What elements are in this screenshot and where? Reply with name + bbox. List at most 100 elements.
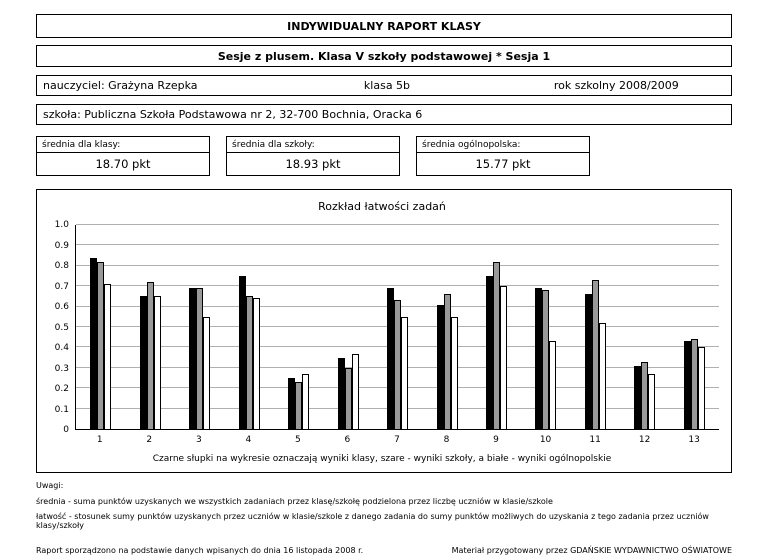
chart-container: Rozkład łatwości zadań 1.0 0.9 0.8 0.7 0.6 0.… bbox=[36, 189, 732, 473]
chart-plot bbox=[75, 224, 719, 430]
bar-group-8 bbox=[422, 225, 471, 429]
note-difficulty-definition: łatwość - stosunek sumy punktów uzyskany… bbox=[36, 512, 709, 530]
bar-group-6 bbox=[323, 225, 372, 429]
y-tick-label: 0.7 bbox=[54, 281, 69, 292]
x-tick-label: 5 bbox=[295, 435, 301, 445]
chart-legend-caption: Czarne słupki na wykresie oznaczają wyni… bbox=[152, 454, 612, 464]
bar-group-2 bbox=[125, 225, 174, 429]
y-tick-label: 0.4 bbox=[54, 343, 69, 353]
bar-klasa-2 bbox=[139, 296, 147, 429]
bar-szkola-10 bbox=[542, 290, 550, 429]
bar-szkola-8 bbox=[443, 294, 451, 429]
bar-szkola-3 bbox=[196, 288, 204, 429]
bar-group-7 bbox=[373, 225, 422, 429]
y-tick-label: 0.3 bbox=[54, 363, 69, 374]
bar-klasa-8 bbox=[436, 304, 444, 429]
bar-szkola-13 bbox=[690, 339, 698, 429]
average-class-label: średnia dla klasy: bbox=[36, 136, 210, 153]
bar-klasa-13 bbox=[683, 341, 691, 429]
class-label: klasa 5b bbox=[363, 79, 411, 92]
bar-ogolnopolskie-1 bbox=[104, 284, 112, 429]
report-title: INDYWIDUALNY RAPORT KLASY bbox=[36, 14, 732, 38]
y-tick-label: 0.6 bbox=[54, 302, 69, 312]
y-axis: 1.0 0.9 0.8 0.7 0.6 0.5 0.4 0.3 0.2 0.1 0 bbox=[45, 220, 75, 435]
average-national-label: średnia ogólnopolska: bbox=[416, 136, 590, 153]
bar-szkola-4 bbox=[245, 296, 253, 429]
bar-group-9 bbox=[472, 225, 521, 429]
average-school-value: 18.93 pkt bbox=[226, 152, 400, 176]
x-tick-label: 13 bbox=[688, 435, 700, 445]
average-school: średnia dla szkoły: 18.93 pkt bbox=[226, 136, 400, 176]
x-tick-label: 9 bbox=[493, 435, 499, 445]
bar-szkola-12 bbox=[641, 361, 649, 429]
bar-group-10 bbox=[521, 225, 570, 429]
bar-klasa-10 bbox=[535, 288, 543, 429]
bar-group-4 bbox=[224, 225, 273, 429]
bar-ogolnopolskie-3 bbox=[203, 316, 211, 429]
y-tick-label: 0.2 bbox=[54, 384, 69, 394]
x-tick-label: 3 bbox=[195, 435, 202, 445]
y-tick-label: 0.1 bbox=[54, 404, 69, 415]
bar-ogolnopolskie-11 bbox=[598, 322, 606, 429]
x-tick-label: 10 bbox=[539, 435, 552, 445]
bar-szkola-5 bbox=[295, 382, 303, 429]
bar-ogolnopolskie-7 bbox=[401, 316, 409, 429]
bar-ogolnopolskie-12 bbox=[648, 373, 656, 429]
gridline bbox=[76, 224, 719, 225]
chart-body: 1.0 0.9 0.8 0.7 0.6 0.5 0.4 0.3 0.2 0.1 0 bbox=[45, 220, 719, 435]
bar-ogolnopolskie-5 bbox=[302, 373, 310, 429]
gridline bbox=[76, 285, 719, 287]
bar-klasa-7 bbox=[387, 288, 395, 429]
x-tick-label: 11 bbox=[589, 435, 601, 445]
bar-szkola-7 bbox=[394, 300, 402, 429]
chart-title: Rozkład łatwości zadań bbox=[318, 200, 446, 213]
bar-klasa-5 bbox=[288, 378, 296, 429]
average-national: średnia ogólnopolska: 15.77 pkt bbox=[416, 136, 590, 176]
footer-publisher: Materiał przygotowany przez GDAŃSKIE WYD… bbox=[451, 546, 732, 555]
bar-group-3 bbox=[175, 225, 224, 429]
y-tick-label: 0.8 bbox=[54, 261, 69, 271]
bar-ogolnopolskie-13 bbox=[697, 347, 705, 429]
report-subtitle: Sesje z plusem. Klasa V szkoły podstawow… bbox=[36, 45, 732, 67]
bar-group-1 bbox=[76, 225, 125, 429]
averages-row: średnia dla klasy: 18.70 pkt średnia dla… bbox=[36, 136, 732, 176]
bar-ogolnopolskie-6 bbox=[351, 353, 359, 429]
bar-klasa-9 bbox=[485, 276, 493, 429]
bar-group-5 bbox=[274, 225, 323, 429]
footer-report-date: Raport sporządzono na podstawie danych w… bbox=[36, 546, 364, 555]
x-axis-labels: 1 2 3 4 5 6 7 8 9 10 11 12 13 bbox=[75, 430, 719, 450]
bar-szkola-6 bbox=[344, 367, 352, 429]
bar-klasa-1 bbox=[90, 257, 98, 429]
x-tick-label: 7 bbox=[394, 435, 400, 445]
note-average-definition: średnia - suma punktów uzyskanych we wsz… bbox=[36, 497, 553, 506]
x-tick-label: 1 bbox=[96, 435, 103, 445]
average-class-value: 18.70 pkt bbox=[36, 152, 210, 176]
gridline bbox=[76, 244, 719, 246]
bar-szkola-9 bbox=[492, 261, 500, 429]
bar-klasa-12 bbox=[634, 365, 642, 429]
average-national-value: 15.77 pkt bbox=[416, 152, 590, 176]
bar-klasa-6 bbox=[337, 357, 345, 429]
bar-ogolnopolskie-10 bbox=[549, 341, 557, 429]
bar-ogolnopolskie-8 bbox=[450, 316, 458, 429]
bar-szkola-1 bbox=[97, 261, 105, 429]
bar-ogolnopolskie-9 bbox=[499, 286, 507, 429]
x-tick-label: 12 bbox=[638, 435, 651, 445]
bar-ogolnopolskie-4 bbox=[252, 298, 260, 429]
x-tick-label: 4 bbox=[245, 435, 252, 445]
gridline bbox=[76, 264, 719, 266]
bar-szkola-2 bbox=[146, 282, 154, 429]
notes-heading: Uwagi: bbox=[36, 481, 64, 490]
school-bar: szkoła: Publiczna Szkoła Podstawowa nr 2… bbox=[36, 104, 732, 125]
footer-row: Raport sporządzono na podstawie danych w… bbox=[36, 546, 732, 555]
bar-group-12 bbox=[620, 225, 669, 429]
y-tick-label: 0.9 bbox=[54, 240, 69, 251]
y-tick-label: 1.0 bbox=[54, 220, 69, 230]
bar-group-11 bbox=[571, 225, 620, 429]
bar-ogolnopolskie-2 bbox=[153, 296, 161, 429]
x-tick-label: 8 bbox=[443, 435, 450, 445]
x-tick-label: 2 bbox=[146, 435, 153, 445]
bar-klasa-3 bbox=[189, 288, 197, 429]
info-bar: nauczyciel: Grażyna Rzepka klasa 5b rok … bbox=[36, 75, 732, 96]
